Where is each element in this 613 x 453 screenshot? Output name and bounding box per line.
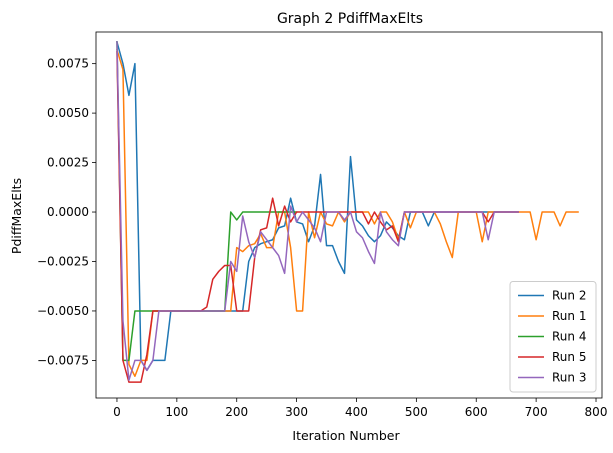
legend-label: Run 2 [552,289,586,303]
x-axis-label: Iteration Number [292,428,400,443]
legend: Run 2 Run 1 Run 4 Run 5 Run 3 [509,281,597,393]
x-tick-label: 200 [225,405,248,419]
y-axis-label: PdiffMaxElts [9,178,24,254]
legend-label: Run 4 [552,330,586,344]
x-tick-label: 500 [405,405,428,419]
legend-label: Run 1 [552,309,586,323]
chart-title: Graph 2 PdiffMaxElts [277,11,423,27]
y-axis: −0.0075 −0.0050 −0.0025 0.0000 0.0025 0.0050 0… [37,57,96,367]
x-tick-label: 300 [285,405,308,419]
y-tick-label: 0.0050 [47,106,89,120]
y-tick-label: 0.0025 [47,156,89,170]
legend-label: Run 3 [552,371,586,385]
legend-box [509,281,597,393]
legend-label: Run 5 [552,350,586,364]
x-tick-label: 100 [165,405,188,419]
x-tick-label: 400 [345,405,368,419]
y-tick-label: −0.0050 [37,304,89,318]
x-tick-label: 600 [465,405,488,419]
plot-frame [95,31,603,399]
y-tick-label: 0.0075 [47,57,89,71]
x-axis: 0 100 200 300 400 500 600 700 800 [113,398,607,419]
y-tick-label: −0.0025 [37,254,89,268]
series-line-run-2 [116,40,519,372]
x-tick-label: 800 [585,405,608,419]
x-tick-label: 700 [525,405,548,419]
y-tick-label: 0.0000 [47,205,89,219]
plot-area [95,31,603,399]
series-line-run-4 [116,41,298,362]
series-line-run-3 [116,41,519,381]
y-tick-label: −0.0075 [37,353,89,367]
x-tick-label: 0 [113,405,121,419]
